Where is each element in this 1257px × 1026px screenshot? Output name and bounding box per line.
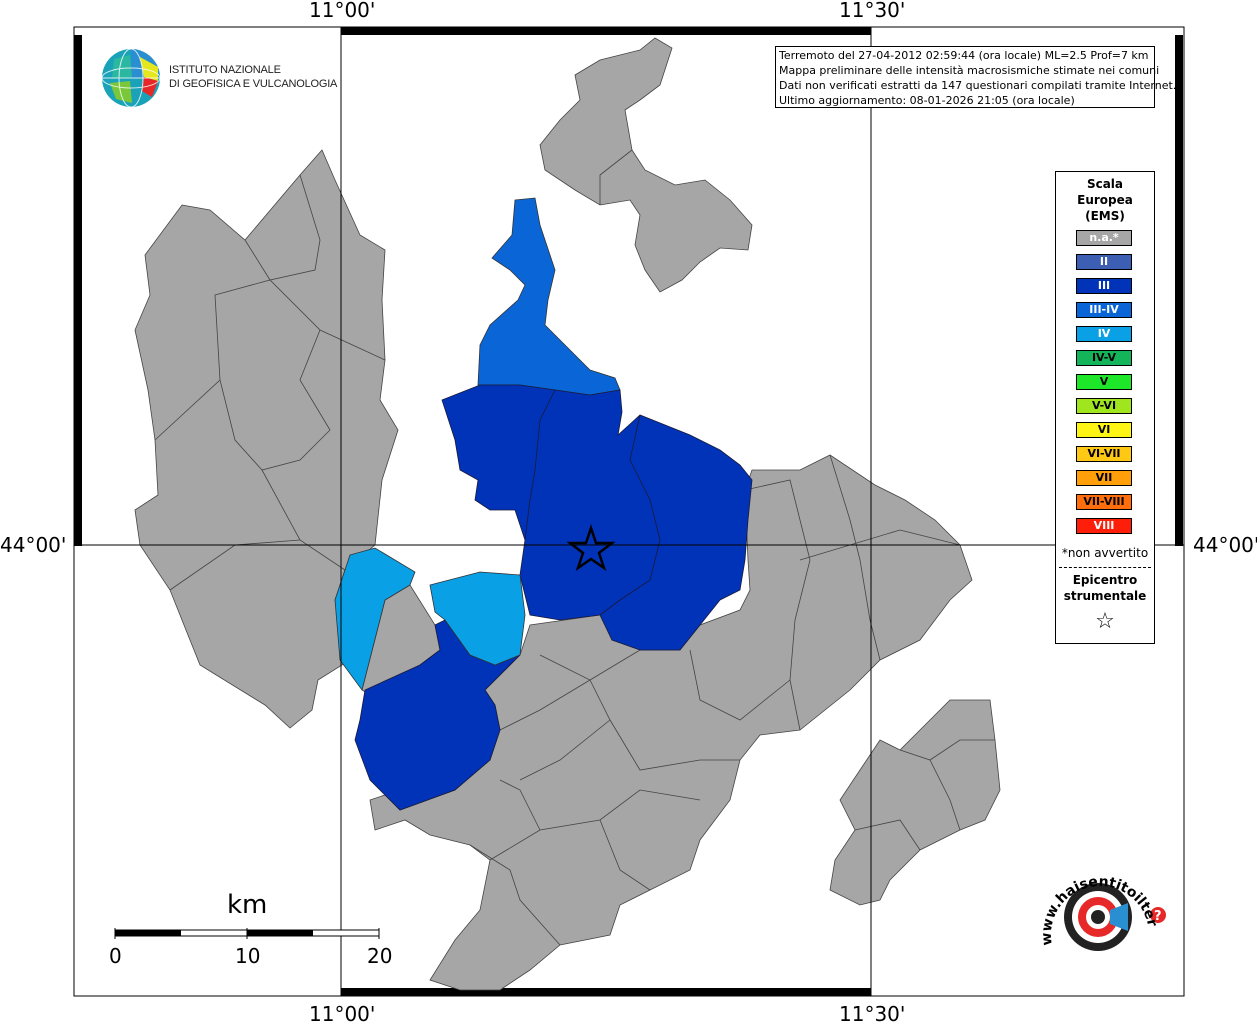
legend-star-icon: ☆ — [1095, 609, 1115, 634]
frame-bar-right — [1175, 35, 1183, 546]
legend-swatch: III-IV — [1076, 302, 1132, 318]
frame-bar-top — [341, 27, 871, 35]
legend-swatch: IV-V — [1076, 350, 1132, 366]
lon-label-top-left: 11°00' — [309, 0, 376, 22]
epicentre-star — [566, 524, 616, 572]
legend-swatch: IV — [1076, 326, 1132, 342]
legend-swatch: VII-VIII — [1076, 494, 1132, 510]
municipality-iii-main — [441, 384, 753, 651]
municipality-north — [539, 37, 753, 293]
municipality-southeast — [829, 699, 1001, 906]
scale-tick-10: 10 — [235, 944, 261, 968]
legend-swatch: VI-VII — [1076, 446, 1132, 462]
logo-line-2: DI GEOFISICA E VULCANOLOGIA — [169, 78, 338, 90]
event-info-line-4: Ultimo aggiornamento: 08-01-2026 21:05 (… — [779, 94, 1075, 107]
municipality-iv-east — [429, 571, 526, 666]
ingv-globe-icon — [101, 48, 161, 108]
intensity-legend: Scala Europea (EMS) n.a.* II III III-IV IV IV… — [1055, 171, 1155, 644]
legend-title-1: Scala — [1086, 177, 1124, 191]
event-info-line-1: Terremoto del 27-04-2012 02:59:44 (ora l… — [779, 49, 1149, 62]
legend-epicentre-2: strumentale — [1063, 589, 1147, 603]
lat-label-left: 44°00' — [0, 533, 67, 557]
graticule — [74, 27, 1184, 996]
ingv-logo: ISTITUTO NAZIONALE DI GEOFISICA E VULCAN… — [100, 47, 337, 111]
region-iii — [354, 384, 753, 811]
haisentito-logo: ? www.haisentitoilterremoto.it — [1023, 843, 1180, 980]
lon-label-bottom-left: 11°00' — [309, 1002, 376, 1026]
legend-epicentre-1: Epicentro — [1072, 573, 1138, 587]
scale-bar-graphic — [114, 928, 380, 939]
legend-title-2: Europea — [1077, 193, 1133, 207]
lat-label-right: 44°00' — [1193, 533, 1257, 557]
region-na — [134, 37, 1001, 991]
legend-swatch: II — [1076, 254, 1132, 270]
legend-divider — [1059, 567, 1151, 568]
frame-bar-left — [74, 35, 82, 546]
legend-swatch: n.a.* — [1076, 230, 1132, 246]
event-info-line-3: Dati non verificati estratti da 147 ques… — [779, 79, 1177, 92]
municipality-iii-south — [354, 619, 521, 811]
legend-swatch: III — [1076, 278, 1132, 294]
legend-swatch: VI — [1076, 422, 1132, 438]
legend-swatch: VII — [1076, 470, 1132, 486]
lon-label-top-right: 11°30' — [839, 0, 906, 22]
svg-text:?: ? — [1154, 909, 1162, 924]
scale-tick-0: 0 — [109, 944, 122, 968]
legend-swatch: V — [1076, 374, 1132, 390]
frame-bar-bottom — [341, 988, 871, 996]
lon-label-bottom-right: 11°30' — [839, 1002, 906, 1026]
scale-tick-20: 20 — [367, 944, 393, 968]
event-info-box: Terremoto del 27-04-2012 02:59:44 (ora l… — [775, 46, 1177, 108]
legend-title-3: (EMS) — [1085, 209, 1125, 223]
legend-swatch: VIII — [1076, 518, 1132, 534]
scale-bar: km 0 10 20 — [100, 890, 400, 970]
scale-unit: km — [227, 890, 268, 920]
municipality-iv-west — [334, 547, 416, 691]
haisentito-icon: ? www.haisentitoilterremoto.it — [1023, 843, 1166, 951]
region-iv — [334, 547, 526, 691]
legend-note: *non avvertito — [1061, 546, 1149, 560]
logo-line-1: ISTITUTO NAZIONALE — [169, 64, 281, 76]
legend-swatch: V-VI — [1076, 398, 1132, 414]
event-info-line-2: Mappa preliminare delle intensità macros… — [779, 64, 1160, 77]
